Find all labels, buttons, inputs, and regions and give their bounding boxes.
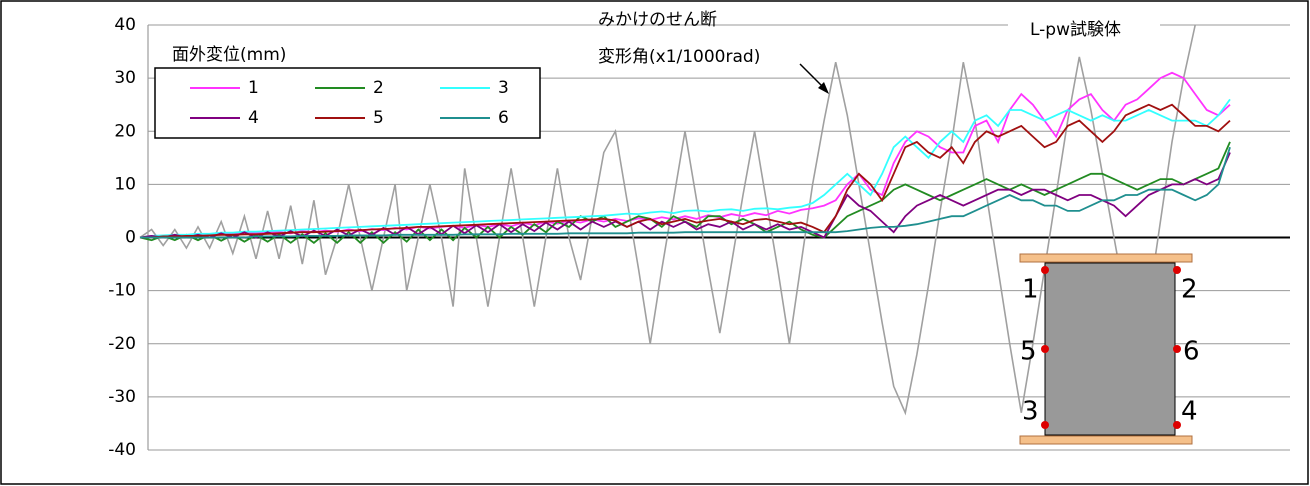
legend-label: 3 bbox=[498, 78, 509, 98]
sensor bbox=[1041, 421, 1049, 429]
y-tick-label: -20 bbox=[108, 334, 136, 354]
sensor-label: 3 bbox=[1022, 397, 1039, 427]
title-bg bbox=[1008, 15, 1160, 45]
legend-title: 面外変位(mm) bbox=[172, 45, 286, 65]
series-line bbox=[139, 98, 1231, 239]
lines bbox=[139, 24, 1231, 416]
annotation: 変形角(x1/1000rad) bbox=[598, 47, 760, 67]
plate bbox=[1019, 253, 1193, 263]
legend-label: 2 bbox=[373, 78, 384, 98]
annotation: みかけのせん断 bbox=[598, 10, 717, 30]
sensor-label: 5 bbox=[1020, 337, 1037, 367]
y-tick-label: 30 bbox=[114, 68, 136, 88]
y-tick-label: 0 bbox=[125, 228, 136, 248]
sensor bbox=[1041, 345, 1049, 353]
sensor-label: 6 bbox=[1183, 337, 1200, 367]
sensor bbox=[1173, 266, 1181, 274]
y-tick-label: -10 bbox=[108, 281, 136, 301]
legend bbox=[154, 67, 541, 139]
y-tick-label: -30 bbox=[108, 387, 136, 407]
legend-label: 5 bbox=[373, 108, 384, 128]
sensor-label: 2 bbox=[1181, 275, 1198, 305]
legend-label: 4 bbox=[248, 108, 259, 128]
y-tick-label: -40 bbox=[108, 440, 136, 460]
sensor-label: 1 bbox=[1022, 275, 1039, 305]
chart-title: L-pw試験体 bbox=[1030, 20, 1121, 40]
y-tick-label: 10 bbox=[114, 174, 136, 194]
series-line bbox=[139, 152, 1231, 239]
y-tick-label: 40 bbox=[114, 15, 136, 35]
arrow-head bbox=[818, 82, 829, 94]
wall bbox=[1044, 262, 1176, 436]
legend-label: 6 bbox=[498, 108, 509, 128]
series-line bbox=[140, 103, 1231, 239]
series-line bbox=[140, 146, 1231, 239]
sensor bbox=[1173, 345, 1181, 353]
series-line bbox=[139, 24, 1196, 416]
legend-label: 1 bbox=[248, 78, 259, 98]
y-tick-label: 20 bbox=[114, 121, 136, 141]
specimen: 1 2 5 6 3 4 bbox=[1019, 253, 1200, 445]
plate bbox=[1019, 435, 1193, 445]
sensor bbox=[1041, 266, 1049, 274]
sensor-label: 4 bbox=[1181, 397, 1198, 427]
sensor bbox=[1173, 421, 1181, 429]
